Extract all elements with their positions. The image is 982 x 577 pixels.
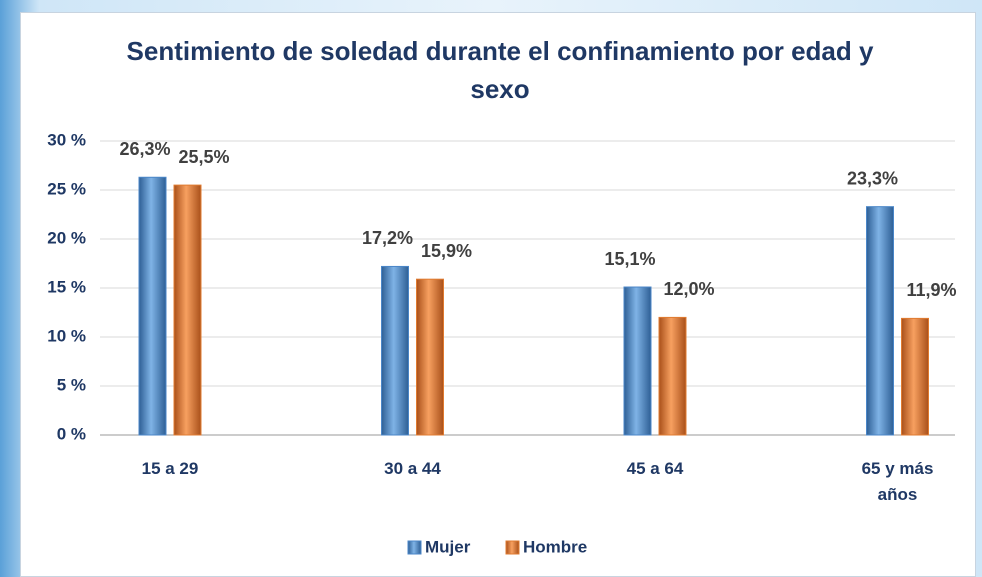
bar bbox=[416, 278, 444, 436]
data-label: 17,2% bbox=[362, 228, 413, 248]
legend-label: Mujer bbox=[425, 537, 471, 556]
data-label: 26,3% bbox=[119, 139, 170, 159]
y-tick-label: 0 % bbox=[57, 424, 86, 443]
bar bbox=[658, 316, 687, 436]
bar bbox=[381, 265, 409, 436]
y-tick-label: 30 % bbox=[47, 130, 86, 149]
x-tick-label: 15 a 29 bbox=[141, 459, 199, 478]
y-tick-label: 10 % bbox=[47, 326, 86, 345]
y-tick-label: 15 % bbox=[47, 277, 86, 296]
bar bbox=[901, 317, 929, 436]
legend-label: Hombre bbox=[523, 537, 587, 556]
data-label: 12,0% bbox=[663, 279, 714, 299]
x-tick-label: 30 a 44 bbox=[384, 459, 441, 478]
x-tick-label: 65 y más años bbox=[861, 459, 934, 504]
data-label: 23,3% bbox=[847, 168, 898, 188]
data-label: 25,5% bbox=[178, 147, 229, 167]
chart-title: Sentimiento de soledad durante el confin… bbox=[126, 36, 874, 104]
y-tick-label: 20 % bbox=[47, 228, 86, 247]
legend-swatch bbox=[407, 540, 422, 555]
data-label: 11,9% bbox=[906, 280, 956, 300]
data-label: 15,9% bbox=[421, 241, 472, 261]
bar bbox=[623, 286, 652, 436]
y-tick-label: 5 % bbox=[57, 375, 86, 394]
bar bbox=[138, 176, 167, 436]
legend-swatch bbox=[505, 540, 520, 555]
y-tick-label: 25 % bbox=[47, 179, 86, 198]
bar bbox=[866, 206, 894, 436]
x-tick-label: 45 a 64 bbox=[626, 459, 684, 478]
data-label: 15,1% bbox=[604, 249, 655, 269]
bar bbox=[173, 184, 202, 436]
